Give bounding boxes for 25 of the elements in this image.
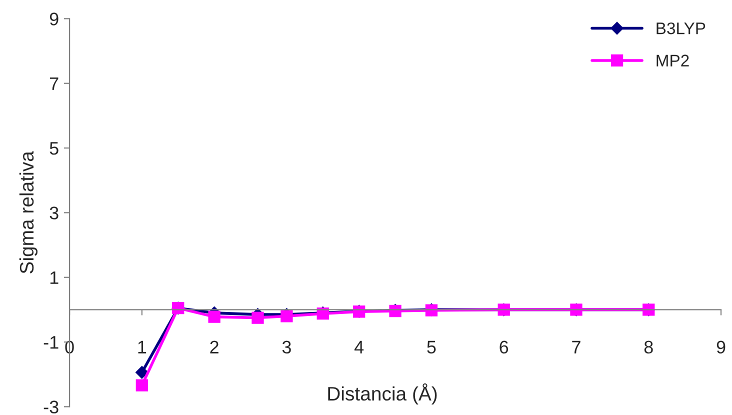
y-tick-label: 3 <box>50 206 58 220</box>
x-tick-label: 9 <box>716 340 726 354</box>
legend-label: B3LYP <box>656 22 706 34</box>
point <box>136 379 148 392</box>
x-tick-label: 3 <box>282 340 291 354</box>
x-tick-label: 8 <box>644 340 653 354</box>
x-tick-label: 1 <box>138 340 146 354</box>
x-tick-label: 2 <box>210 340 218 354</box>
x-tick-label: 4 <box>354 340 364 354</box>
point <box>252 312 264 324</box>
y-tick-label: 5 <box>50 142 58 155</box>
y-tick-label: 1 <box>50 271 58 284</box>
point <box>208 310 220 323</box>
y-tick-label: -3 <box>44 400 58 414</box>
x-tick-label: 5 <box>427 340 436 354</box>
x-axis-title: Distancia (Å) <box>328 383 437 404</box>
y-tick-label: 9 <box>50 12 58 26</box>
legend-label: MP2 <box>656 54 689 66</box>
point <box>280 310 293 322</box>
y-axis-title: Sigma relativa <box>19 151 38 274</box>
point <box>136 366 148 379</box>
y-tick-label: -1 <box>44 336 58 349</box>
x-tick-label: 7 <box>572 340 580 354</box>
x-tick-label: 6 <box>500 340 508 354</box>
y-tick-label: 7 <box>50 77 58 90</box>
